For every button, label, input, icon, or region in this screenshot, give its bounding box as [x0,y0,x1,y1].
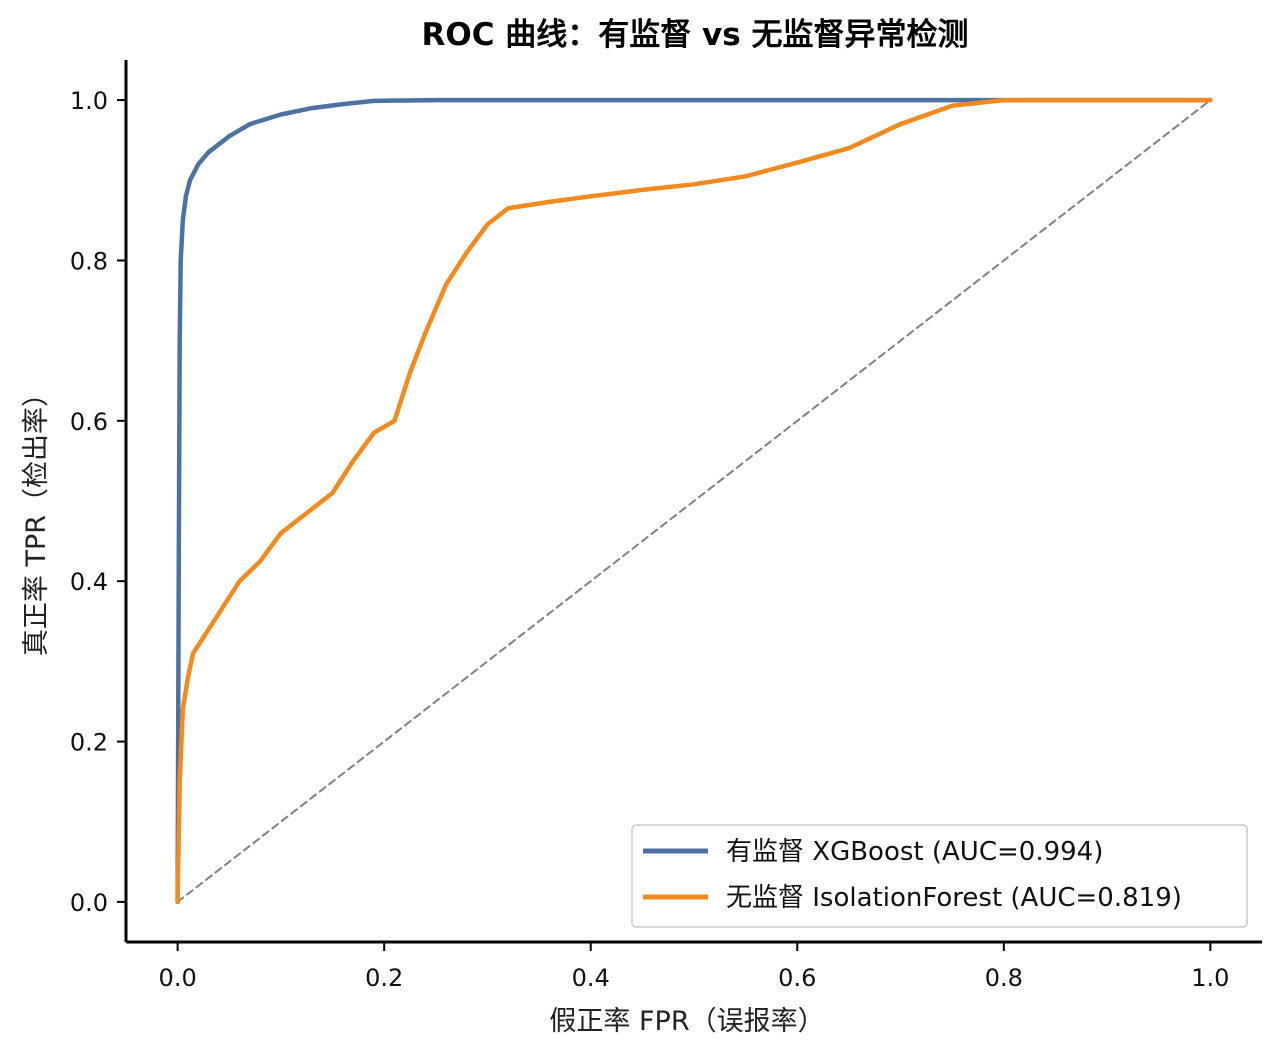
plot-area: 0.0 0.2 0.4 0.6 0.8 1.0 0.0 0.2 0.4 0.6 0.8 1.0 [70,60,1262,992]
series-line-1 [175,97,1213,905]
legend: 有监督 XGBoost (AUC=0.994) 无监督 IsolationFor… [631,824,1248,928]
x-axis-label: 假正率 FPR（误报率） [549,1006,824,1037]
legend-label-isolationforest: 无监督 IsolationForest (AUC=0.819) [726,883,1182,913]
x-tick-label: 0.4 [572,964,610,992]
y-tick-label: 0.8 [70,247,108,275]
x-tick-label: 0.8 [985,964,1023,992]
y-tick-label: 0.2 [70,729,108,757]
y-tick-label: 1.0 [70,87,108,115]
y-tick-label: 0.0 [70,889,108,917]
x-tick-label: 0.6 [778,964,816,992]
y-axis-label: 真正率 TPR（检出率） [21,380,52,656]
ticks-layer: 0.0 0.2 0.4 0.6 0.8 1.0 0.0 0.2 0.4 0.6 0.8 1.0 [70,87,1230,992]
y-tick-label: 0.6 [70,408,108,436]
axes-layer [124,60,1262,944]
random-baseline-line [176,99,1212,903]
legend-label-xgboost: 有监督 XGBoost (AUC=0.994) [726,837,1103,867]
legend-frame [631,824,1248,928]
series-line-0 [175,97,1213,905]
chart-title: ROC 曲线：有监督 vs 无监督异常检测 [421,17,968,53]
x-tick-label: 0.2 [365,964,403,992]
x-tick-label: 0.0 [159,964,197,992]
x-tick-label: 1.0 [1191,964,1229,992]
series-layer [175,97,1213,905]
y-tick-label: 0.4 [70,568,108,596]
